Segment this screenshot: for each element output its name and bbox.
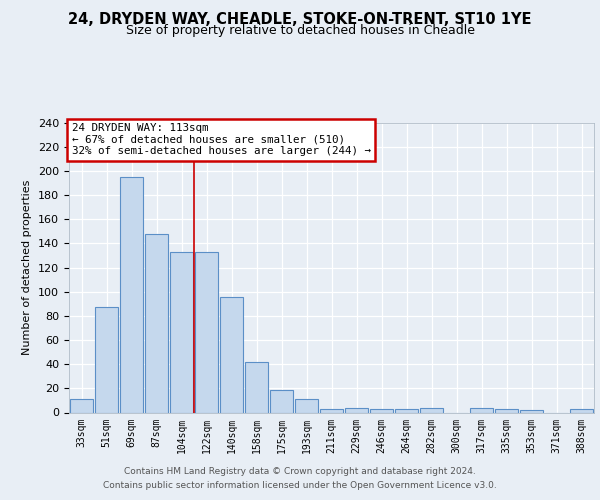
Text: 24, DRYDEN WAY, CHEADLE, STOKE-ON-TRENT, ST10 1YE: 24, DRYDEN WAY, CHEADLE, STOKE-ON-TRENT,… <box>68 12 532 28</box>
Bar <box>194 252 218 412</box>
Bar <box>419 408 443 412</box>
Bar <box>145 234 169 412</box>
Bar <box>170 252 193 412</box>
Bar <box>370 409 394 412</box>
Text: Contains HM Land Registry data © Crown copyright and database right 2024.: Contains HM Land Registry data © Crown c… <box>124 467 476 476</box>
Bar <box>320 409 343 412</box>
Bar <box>520 410 544 412</box>
Bar <box>470 408 493 412</box>
Bar <box>119 177 143 412</box>
Text: 24 DRYDEN WAY: 113sqm
← 67% of detached houses are smaller (510)
32% of semi-det: 24 DRYDEN WAY: 113sqm ← 67% of detached … <box>71 123 371 156</box>
Bar <box>344 408 368 412</box>
Bar <box>95 308 118 412</box>
Text: Size of property relative to detached houses in Cheadle: Size of property relative to detached ho… <box>125 24 475 37</box>
Bar <box>569 409 593 412</box>
Bar <box>494 409 518 412</box>
Bar <box>245 362 268 412</box>
Bar <box>269 390 293 412</box>
Bar <box>295 399 319 412</box>
Bar <box>70 399 94 412</box>
Bar <box>220 296 244 412</box>
Y-axis label: Number of detached properties: Number of detached properties <box>22 180 32 355</box>
Text: Contains public sector information licensed under the Open Government Licence v3: Contains public sector information licen… <box>103 481 497 490</box>
Bar <box>395 409 418 412</box>
